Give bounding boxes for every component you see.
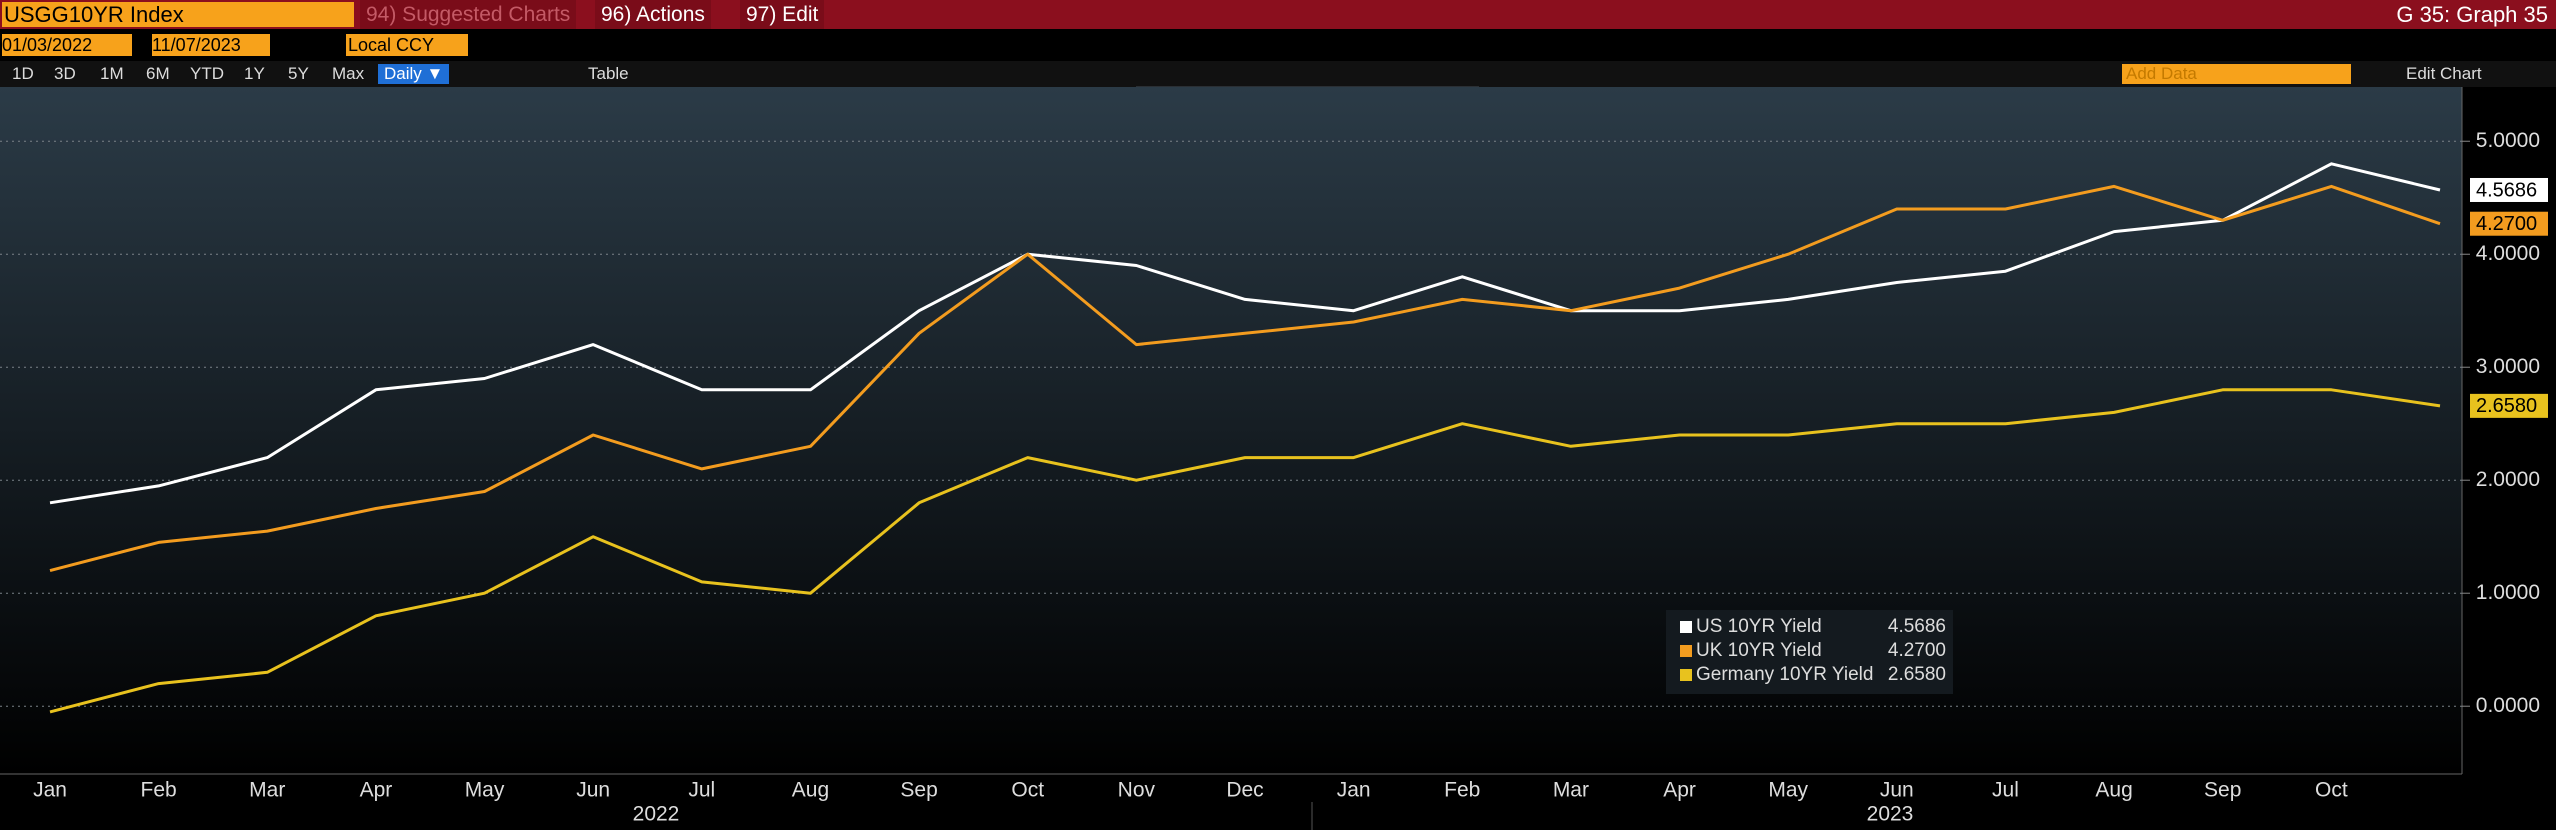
period-button[interactable]: 1D	[12, 64, 34, 83]
x-tick-label: Jul	[1992, 779, 2019, 802]
toolbar: 1D 3D 1M 6M YTD 1Y 5Y Max Daily ▼ Table Add Dat…	[0, 61, 2556, 87]
x-tick-label: Jul	[688, 779, 715, 802]
period-button[interactable]: 1M	[100, 64, 124, 83]
page-title: G 35: Graph 35	[2396, 2, 2548, 27]
x-tick-label: Feb	[141, 779, 177, 802]
legend-value: 4.5686	[1888, 616, 1946, 637]
security-field[interactable]: USGG10YR Index	[2, 2, 354, 27]
period-button[interactable]: 1Y	[244, 64, 265, 83]
x-tick-label: Mar	[249, 779, 285, 802]
date-bar: 01/03/2022 11/07/2023 Local CCY	[0, 30, 2556, 60]
x-tick-label: May	[1768, 779, 1808, 802]
x-tick-label: May	[465, 779, 505, 802]
x-tick-label: Oct	[2315, 779, 2348, 802]
x-tick-label: Dec	[1226, 779, 1263, 802]
period-button[interactable]: 5Y	[288, 64, 309, 83]
x-tick-label: Jun	[576, 779, 610, 802]
x-tick-label: Jan	[1337, 779, 1371, 802]
y-tick-label: 1.0000	[2476, 581, 2540, 604]
y-tick-label: 5.0000	[2476, 129, 2540, 152]
x-tick-label: Sep	[900, 779, 937, 802]
legend-value: 4.2700	[1888, 640, 1946, 661]
chart: 2022 2023 0.0000 1.0000 2.0000 3.0000 4.0000…	[0, 87, 2548, 830]
legend-label: UK 10YR Yield	[1696, 640, 1822, 661]
add-data[interactable]: Add Data	[2122, 64, 2351, 84]
x-tick-label: Feb	[1444, 779, 1480, 802]
last-value-label: 4.5686	[2476, 179, 2537, 201]
year-label: 2022	[633, 803, 680, 826]
legend	[1666, 610, 1953, 694]
y-tick-label: 3.0000	[2476, 355, 2540, 378]
legend-swatch	[1680, 621, 1692, 633]
legend-swatch	[1680, 669, 1692, 681]
x-tick-label: Nov	[1118, 779, 1156, 802]
period-button[interactable]: YTD	[190, 64, 224, 83]
legend-value: 2.6580	[1888, 664, 1946, 685]
y-tick-label: 0.0000	[2476, 694, 2540, 717]
x-tick-label: Apr	[360, 779, 393, 802]
last-value-box	[2470, 177, 2548, 202]
x-tick-label: Oct	[1011, 779, 1044, 802]
period-button[interactable]: Max	[332, 64, 365, 83]
year-label: 2023	[1867, 803, 1914, 826]
legend-swatch	[1680, 645, 1692, 657]
y-tick-label: 2.0000	[2476, 468, 2540, 491]
frequency[interactable]: Daily ▼	[378, 64, 450, 84]
last-value-box	[2470, 211, 2548, 236]
legend-label: US 10YR Yield	[1696, 616, 1822, 637]
last-value-box	[2470, 393, 2548, 418]
last-value-label: 4.2700	[2476, 213, 2537, 235]
series-line	[49, 388, 2441, 714]
plot-background	[0, 87, 2462, 774]
series-line	[49, 162, 2441, 505]
start-date[interactable]: 01/03/2022	[2, 34, 132, 56]
x-tick-label: Jun	[1880, 779, 1914, 802]
x-tick-label: Aug	[2095, 779, 2132, 802]
edit-chart[interactable]: Edit Chart	[2406, 64, 2482, 83]
legend-label: Germany 10YR Yield	[1696, 664, 1873, 685]
menu[interactable]: 97) Edit	[740, 0, 825, 29]
table-button[interactable]: Table	[588, 64, 629, 83]
period-button[interactable]: 3D	[54, 64, 76, 83]
x-tick-label: Apr	[1663, 779, 1696, 802]
period-button[interactable]: 6M	[146, 64, 170, 83]
end-date[interactable]: 11/07/2023	[152, 34, 270, 56]
x-tick-label: Mar	[1553, 779, 1589, 802]
currency[interactable]: Local CCY	[346, 34, 468, 56]
x-tick-label: Sep	[2204, 779, 2241, 802]
y-tick-label: 4.0000	[2476, 242, 2540, 265]
series-line	[49, 184, 2441, 573]
menu[interactable]: 94) Suggested Charts	[360, 0, 577, 29]
last-value-label: 2.6580	[2476, 395, 2537, 417]
x-tick-label: Aug	[792, 779, 829, 802]
menu[interactable]: 96) Actions	[595, 0, 711, 29]
x-tick-label: Jan	[33, 779, 67, 802]
top-bar: USGG10YR Index 94) Suggested Charts 96) A…	[0, 0, 2556, 29]
